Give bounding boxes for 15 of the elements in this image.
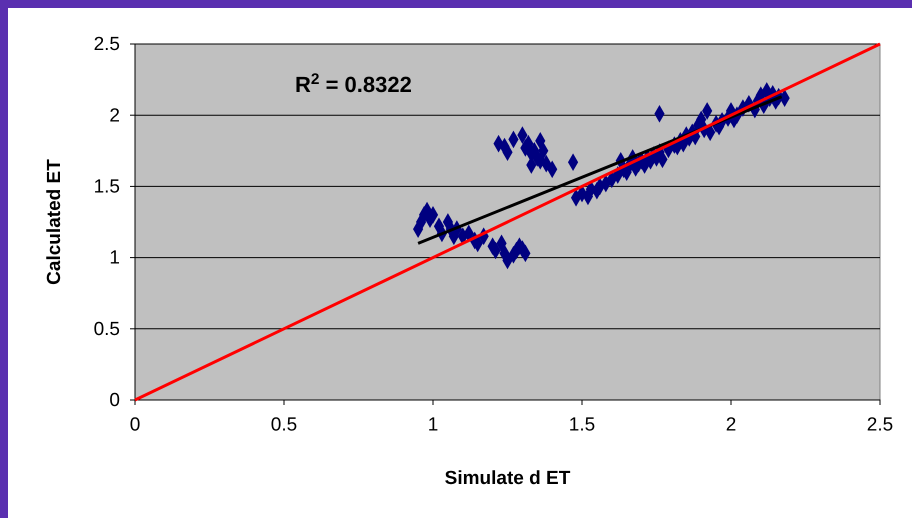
y-tick-label: 2.5 bbox=[94, 34, 120, 56]
y-tick-label: 0.5 bbox=[94, 318, 120, 340]
annotation: R$^{2}$ = 0.8322 bbox=[295, 70, 412, 97]
x-tick-label: 2.5 bbox=[866, 414, 894, 436]
x-tick-label: 0.5 bbox=[270, 414, 298, 436]
y-tick-label: 0 bbox=[109, 390, 120, 412]
x-tick-label: 2 bbox=[726, 414, 736, 436]
y-axis-title: Calculated ET bbox=[44, 158, 65, 285]
y-tick-label: 2 bbox=[109, 105, 120, 126]
x-tick-label: 1 bbox=[428, 414, 438, 436]
y-tick-label: 1 bbox=[109, 248, 120, 269]
y-tick-label: 1.5 bbox=[94, 176, 120, 198]
x-axis-title: Simulate d ET bbox=[444, 468, 571, 489]
x-tick-label: 0 bbox=[130, 414, 140, 436]
x-tick-label: 1.5 bbox=[568, 414, 596, 436]
